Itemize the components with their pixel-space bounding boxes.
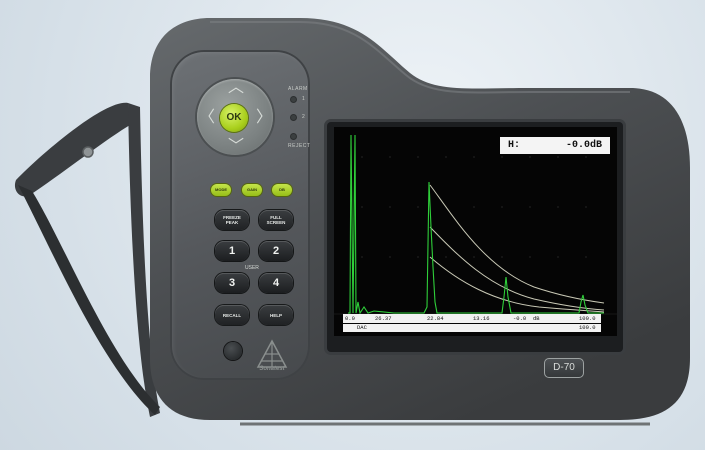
- brand-logo-icon: [256, 339, 288, 368]
- full-screen-button[interactable]: FULL SCREEN: [259, 210, 293, 230]
- reading-d: -0.0: [513, 315, 527, 322]
- recall-button[interactable]: RECALL: [215, 305, 249, 325]
- mode-bar: DAC 100.0: [343, 324, 601, 332]
- arrow-up-icon[interactable]: ︿: [228, 79, 245, 96]
- mode-label: DAC: [357, 324, 367, 331]
- freeze-peak-button[interactable]: FREEZE PEAK: [215, 210, 249, 230]
- gain-readout: H: -0.0dB: [500, 137, 610, 154]
- reading-unit: dB: [533, 315, 540, 322]
- hand-strap: [14, 102, 160, 417]
- alarm-1-label: 1: [302, 96, 306, 102]
- power-button[interactable]: [224, 342, 242, 360]
- reading-c: 13.16: [473, 315, 490, 322]
- gain-label: H:: [508, 140, 521, 151]
- num-key-1[interactable]: 1: [215, 241, 249, 261]
- alarm-2-label: 2: [302, 114, 306, 120]
- alarm-2-led: [291, 115, 296, 120]
- num-key-4[interactable]: 4: [259, 273, 293, 293]
- range-end: 100.0: [579, 315, 596, 322]
- model-badge: D-70: [544, 358, 584, 378]
- reading-a: 26.37: [375, 315, 392, 322]
- user-label: USER: [245, 265, 259, 271]
- signal-trace: [348, 134, 604, 315]
- dac-curves: [429, 184, 605, 313]
- soft-key-gain[interactable]: GAIN: [242, 184, 262, 196]
- brand-logo-text: Sonatest: [259, 366, 285, 372]
- arrow-down-icon[interactable]: ﹀: [228, 138, 245, 155]
- num-key-3[interactable]: 3: [215, 273, 249, 293]
- arrow-left-icon[interactable]: 〈: [199, 109, 216, 126]
- help-button[interactable]: HELP: [259, 305, 293, 325]
- reject-led: [291, 134, 296, 139]
- bottom-right-value: 100.0: [579, 324, 596, 331]
- soft-key-mode[interactable]: MODE: [211, 184, 231, 196]
- arrow-right-icon[interactable]: 〉: [256, 109, 273, 126]
- reject-label: REJECT: [288, 143, 311, 149]
- gain-value: -0.0dB: [565, 140, 602, 151]
- a-scan-display: [334, 127, 617, 336]
- a-scan-trace: [334, 134, 617, 315]
- range-start: 0.0: [345, 315, 355, 322]
- num-key-2[interactable]: 2: [259, 241, 293, 261]
- reading-b: 22.84: [427, 315, 444, 322]
- soft-key-db[interactable]: DB: [272, 184, 292, 196]
- ok-button[interactable]: OK: [220, 104, 248, 132]
- measurement-bar: 0.0 26.37 22.84 13.16 -0.0 dB 100.0: [343, 314, 601, 323]
- alarm-label: ALARM: [288, 86, 308, 92]
- alarm-1-led: [291, 97, 296, 102]
